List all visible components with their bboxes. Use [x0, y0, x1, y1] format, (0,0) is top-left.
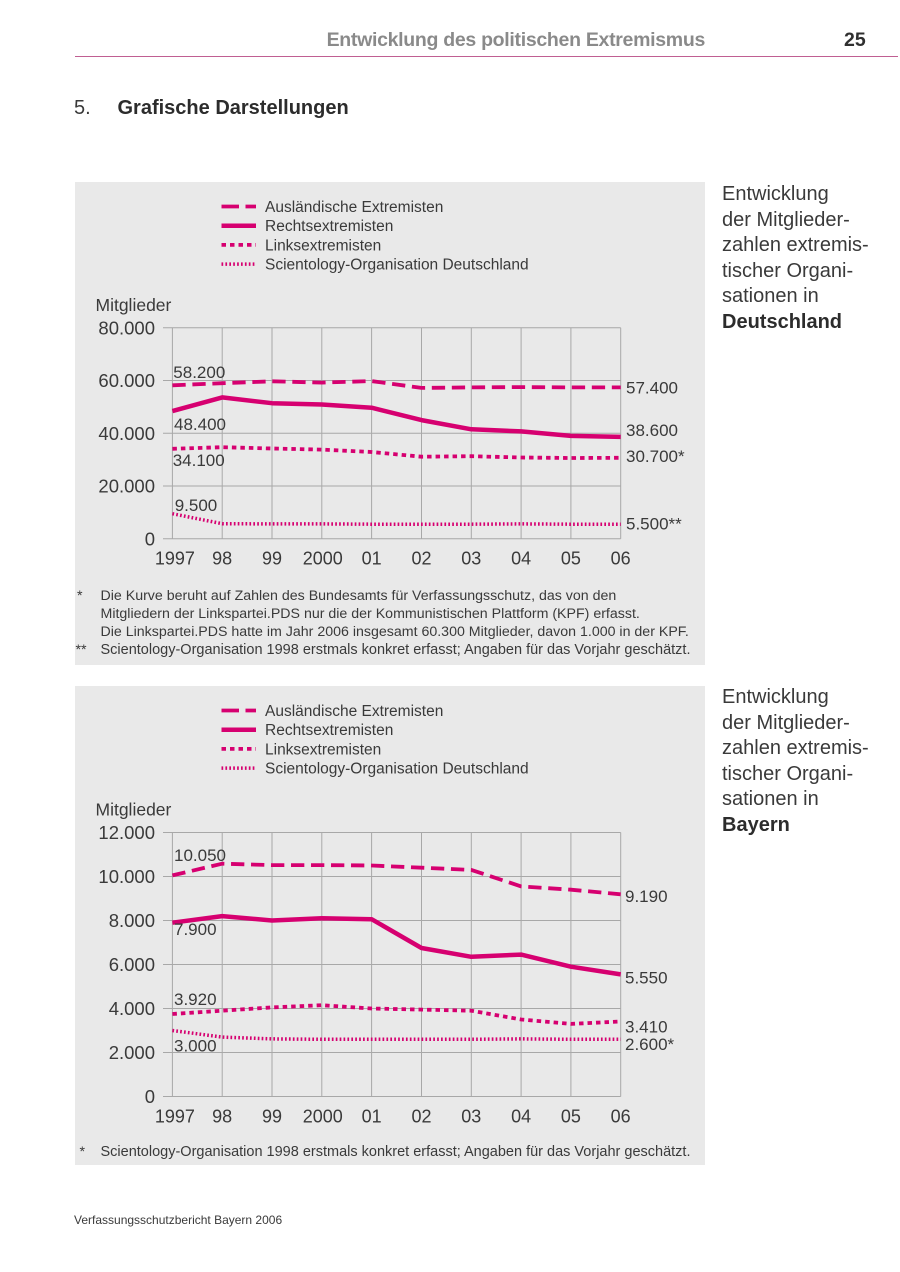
svg-text:5.500**: 5.500**	[626, 514, 682, 533]
svg-text:Mitgliedern der Linkspartei.PD: Mitgliedern der Linkspartei.PDS nur die …	[101, 606, 640, 622]
svg-text:Die Kurve beruht auf Zahlen de: Die Kurve beruht auf Zahlen des Bundesam…	[101, 588, 617, 604]
svg-text:05: 05	[561, 1107, 581, 1127]
svg-text:3.920: 3.920	[174, 990, 217, 1009]
svg-text:Mitglieder: Mitglieder	[96, 800, 172, 820]
svg-text:6.000: 6.000	[109, 954, 155, 975]
svg-text:98: 98	[212, 548, 232, 568]
svg-text:34.100: 34.100	[173, 451, 225, 470]
svg-text:38.600: 38.600	[626, 421, 678, 440]
svg-text:9.190: 9.190	[625, 887, 668, 906]
svg-text:06: 06	[611, 548, 631, 568]
svg-text:1997: 1997	[155, 1107, 195, 1127]
svg-text:3.410: 3.410	[625, 1018, 668, 1037]
svg-text:Die Linkspartei.PDS hatte im J: Die Linkspartei.PDS hatte im Jahr 2006 i…	[101, 624, 689, 640]
svg-text:3.000: 3.000	[174, 1037, 217, 1056]
svg-text:06: 06	[611, 1107, 631, 1127]
svg-text:04: 04	[511, 548, 531, 568]
svg-text:10.000: 10.000	[98, 866, 155, 887]
svg-text:2.600*: 2.600*	[625, 1035, 675, 1054]
svg-text:01: 01	[362, 1107, 382, 1127]
svg-text:*: *	[77, 588, 83, 604]
svg-text:*: *	[80, 1144, 86, 1160]
svg-text:03: 03	[461, 548, 481, 568]
svg-text:2000: 2000	[303, 548, 343, 568]
svg-text:12.000: 12.000	[98, 822, 155, 843]
svg-text:58.200: 58.200	[173, 363, 225, 382]
svg-text:30.700*: 30.700*	[626, 447, 685, 466]
svg-text:Linksextremisten: Linksextremisten	[265, 741, 381, 758]
svg-text:8.000: 8.000	[109, 910, 155, 931]
svg-text:0: 0	[145, 528, 155, 549]
svg-text:03: 03	[461, 1107, 481, 1127]
svg-text:5.550: 5.550	[625, 969, 668, 988]
svg-text:9.500: 9.500	[175, 496, 218, 515]
svg-text:**: **	[76, 642, 88, 658]
svg-text:48.400: 48.400	[174, 415, 226, 434]
svg-text:57.400: 57.400	[626, 379, 678, 398]
svg-text:Mitglieder: Mitglieder	[96, 295, 172, 315]
svg-text:01: 01	[362, 548, 382, 568]
svg-text:Scientology-Organisation 1998: Scientology-Organisation 1998 erstmals k…	[101, 642, 691, 658]
svg-text:02: 02	[411, 548, 431, 568]
svg-text:05: 05	[561, 548, 581, 568]
svg-text:Rechtsextremisten: Rechtsextremisten	[265, 722, 393, 739]
svg-text:2000: 2000	[303, 1107, 343, 1127]
svg-text:99: 99	[262, 1107, 282, 1127]
svg-text:99: 99	[262, 548, 282, 568]
svg-text:10.050: 10.050	[174, 846, 226, 865]
svg-text:7.900: 7.900	[174, 920, 217, 939]
svg-text:Scientology-Organisation Deuts: Scientology-Organisation Deutschland	[265, 761, 529, 778]
svg-text:Ausländische Extremisten: Ausländische Extremisten	[265, 703, 443, 720]
svg-text:Ausländische Extremisten: Ausländische Extremisten	[265, 199, 443, 216]
svg-text:04: 04	[511, 1107, 531, 1127]
svg-text:60.000: 60.000	[98, 370, 155, 391]
svg-text:02: 02	[411, 1107, 431, 1127]
svg-text:80.000: 80.000	[98, 318, 155, 339]
svg-text:Rechtsextremisten: Rechtsextremisten	[265, 218, 393, 235]
svg-text:0: 0	[145, 1086, 155, 1107]
svg-text:40.000: 40.000	[98, 423, 155, 444]
svg-text:2.000: 2.000	[109, 1042, 155, 1063]
svg-text:4.000: 4.000	[109, 998, 155, 1019]
svg-text:Linksextremisten: Linksextremisten	[265, 237, 381, 254]
svg-text:Scientology-Organisation Deuts: Scientology-Organisation Deutschland	[265, 257, 529, 274]
svg-text:Scientology-Organisation 1998: Scientology-Organisation 1998 erstmals k…	[101, 1144, 691, 1160]
svg-text:98: 98	[212, 1107, 232, 1127]
svg-text:20.000: 20.000	[98, 476, 155, 497]
svg-text:1997: 1997	[155, 548, 195, 568]
